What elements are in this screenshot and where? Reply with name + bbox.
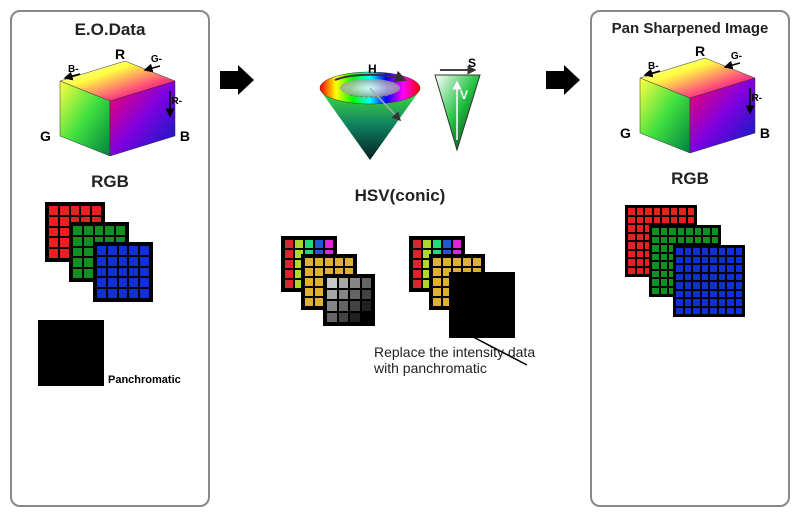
hsv-label: HSV(conic) [355, 186, 446, 206]
r-label-right: R [695, 43, 705, 59]
s-label: S [468, 56, 476, 70]
g-label: G [40, 128, 51, 144]
arrow-2 [544, 10, 582, 95]
r-label: R [115, 46, 125, 62]
r-minus-right: R- [751, 93, 762, 104]
v-label: V [460, 88, 468, 102]
g-minus-label: G- [151, 54, 162, 65]
hsv-cone: H S V [300, 60, 500, 180]
arrow-1 [218, 10, 256, 95]
panchrom-label: Panchromatic [108, 374, 181, 386]
rgb-fine-stack [625, 205, 755, 315]
h-label: H [368, 62, 377, 76]
output-panel: Pan Sharpened Image R G B B- G- R- RGB [590, 10, 790, 507]
hsv-stack-1 [281, 236, 391, 336]
panchromatic-block: Panchromatic [38, 320, 181, 386]
b-label-right: B [760, 125, 770, 141]
g-minus-right: G- [731, 51, 742, 62]
rgb-label-right: RGB [671, 169, 709, 189]
hsv-panel: H S V HSV(conic) Replace the intensity d… [264, 10, 536, 376]
rgb-cube-right: R G B B- G- R- [610, 43, 770, 163]
rgb-label-left: RGB [91, 172, 129, 192]
output-title: Pan Sharpened Image [612, 20, 769, 37]
input-panel: E.O.Data [10, 10, 210, 507]
r-minus-label: R- [171, 96, 182, 107]
rgb-coarse-stack [45, 202, 175, 312]
input-title: E.O.Data [75, 20, 146, 40]
g-label-right: G [620, 125, 631, 141]
b-label: B [180, 128, 190, 144]
b-minus-label: B- [68, 64, 79, 75]
b-minus-right: B- [648, 61, 659, 72]
rgb-cube-left: R G B B- G- R- [30, 46, 190, 166]
replace-arrow [442, 320, 532, 370]
